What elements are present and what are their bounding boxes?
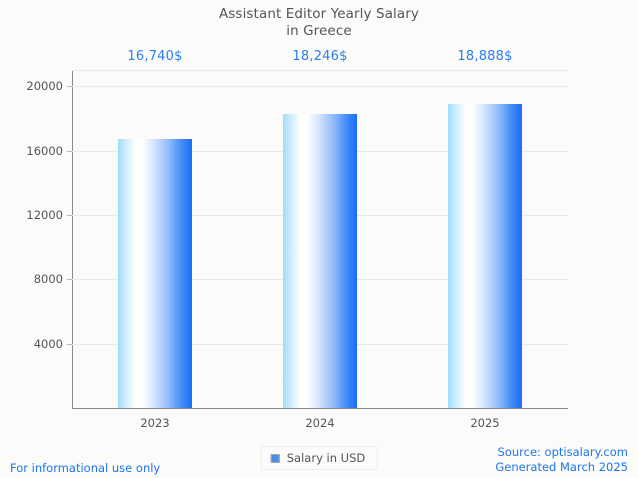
bar-value-label-2023: 16,740$ xyxy=(127,49,183,64)
y-tick-mark-4000 xyxy=(67,344,72,345)
bar-value-label-2025: 18,888$ xyxy=(457,49,513,64)
legend-item-label: Salary in USD xyxy=(286,451,366,465)
x-axis-line xyxy=(72,408,568,409)
plot-area: 20000 16000 12000 8000 4000 16,740$ 18,2… xyxy=(26,49,568,430)
x-tick-label-2025: 2025 xyxy=(470,416,500,430)
y-tick-label-20000: 20000 xyxy=(26,79,63,93)
chart-title: Assistant Editor Yearly Salary in Greece xyxy=(0,6,638,40)
y-tick-mark-16000 xyxy=(67,151,72,152)
y-tick-mark-12000 xyxy=(67,215,72,216)
y-tick-mark-8000 xyxy=(67,279,72,280)
chart-legend[interactable]: Salary in USD xyxy=(260,446,378,470)
y-tick-mark-20000 xyxy=(67,86,72,87)
gridline-21000 xyxy=(72,70,568,71)
generated-line: Generated March 2025 xyxy=(495,460,628,474)
bar-2024[interactable] xyxy=(283,114,357,408)
y-axis-line xyxy=(72,70,73,409)
x-tick-label-2023: 2023 xyxy=(140,416,170,430)
y-tick-label-16000: 16000 xyxy=(26,144,63,158)
y-tick-label-4000: 4000 xyxy=(33,337,63,351)
chart-title-line-2: in Greece xyxy=(286,23,352,39)
source-attribution: Source: optisalary.com Generated March 2… xyxy=(495,445,628,475)
x-tick-label-2024: 2024 xyxy=(305,416,335,430)
legend-swatch-icon xyxy=(270,453,280,463)
gridline-20000: 20000 xyxy=(26,79,568,93)
disclaimer-text: For informational use only xyxy=(10,461,161,475)
source-line: Source: optisalary.com xyxy=(497,445,628,459)
y-tick-label-12000: 12000 xyxy=(26,208,63,222)
bar-value-label-2024: 18,246$ xyxy=(292,49,348,64)
chart-title-line-1: Assistant Editor Yearly Salary xyxy=(218,6,420,22)
y-tick-label-8000: 8000 xyxy=(33,272,63,286)
bar-2023[interactable] xyxy=(118,139,192,408)
bar-2025[interactable] xyxy=(448,104,522,408)
